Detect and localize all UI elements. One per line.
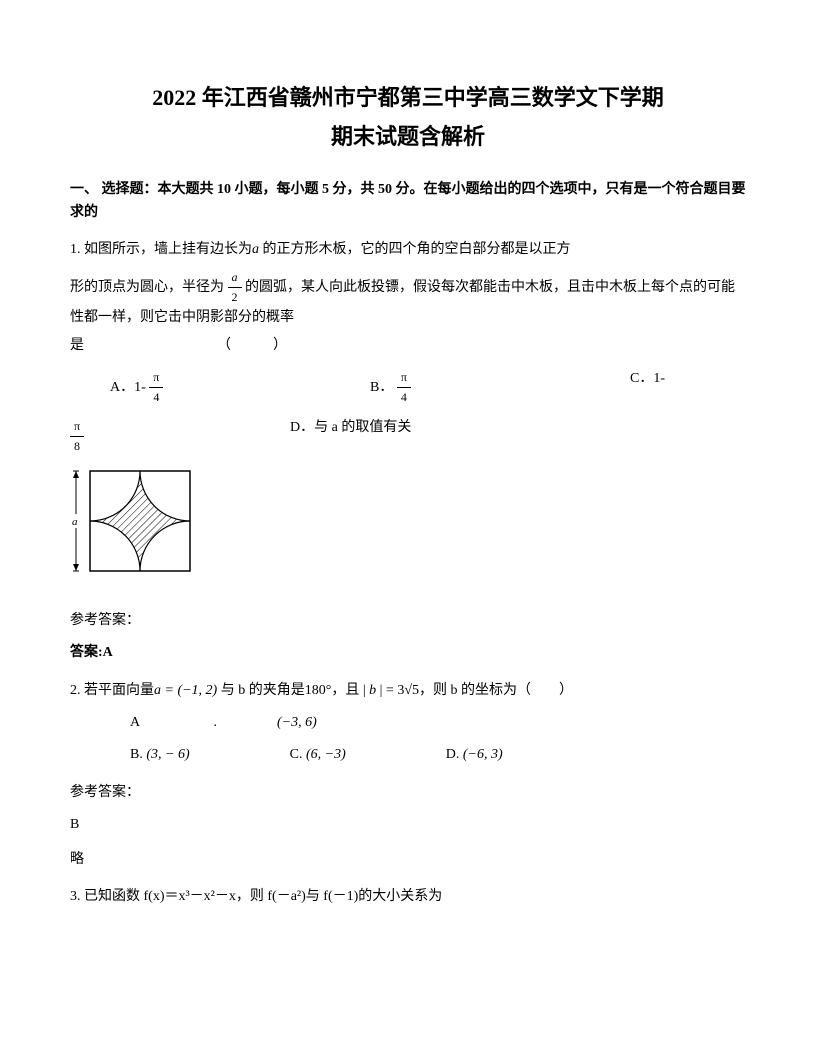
q2-option-d: D. (−6, 3) [446,744,503,766]
q2-option-b: B. (3, − 6) [130,744,190,766]
square-dartboard-svg: a [70,466,200,581]
section-1-header: 一、 选择题：本大题共 10 小题，每小题 5 分，共 50 分。在每小题给出的… [70,179,746,224]
q1-diagram: a [70,466,746,589]
q1-option-d: D．与 a 的取值有关 [290,417,411,456]
q2-option-a-value: (−3, 6) [277,715,317,730]
q1-line2: 形的顶点为圆心，半径为 a 2 的圆弧，某人向此板投镖，假设每次都能击中木板，且… [70,268,746,330]
q2-option-c: C. (6, −3) [290,744,346,766]
q1-options-row1: A．1- π 4 B． π 4 C．1- [70,368,746,407]
svg-text:a: a [72,516,78,528]
q1-answer-label: 参考答案： [70,610,746,632]
q1-option-c: C．1- [630,368,665,407]
q2-answer: B [70,814,746,836]
exam-title-line2: 期末试题含解析 [70,119,746,154]
q2-option-a-row: A . (−3, 6) [70,712,746,734]
q2-option-a-label: A [130,712,210,734]
q1-line3: 是 （ ） [70,335,746,357]
q2-options-bcd: B. (3, − 6) C. (6, −3) D. (−6, 3) [70,744,746,766]
question-3: 3. 已知函数 f(x)＝x³－x²－x，则 f(－a²)与 f(－1)的大小关… [70,886,746,908]
q2-answer-label: 参考答案： [70,782,746,804]
q1-option-a: A．1- π 4 [110,368,310,407]
q1-option-c-frac: π 8 [70,417,290,456]
q1-option-b: B． π 4 [370,368,570,407]
q1-answer: 答案:A [70,642,746,664]
q2-text: 2. 若平面向量a = (−1, 2) 与 b 的夹角是180°，且 | b |… [70,680,746,702]
q1-line1: 1. 如图所示，墙上挂有边长为a 的正方形木板，它的四个角的空白部分都是以正方 [70,239,746,261]
fraction-a-over-2: a 2 [228,268,242,307]
q2-note: 略 [70,849,746,871]
q1-options-row2: π 8 D．与 a 的取值有关 [70,417,746,456]
question-1: 1. 如图所示，墙上挂有边长为a 的正方形木板，它的四个角的空白部分都是以正方 … [70,239,746,590]
q3-text: 3. 已知函数 f(x)＝x³－x²－x，则 f(－a²)与 f(－1)的大小关… [70,889,442,904]
exam-title-line1: 2022 年江西省赣州市宁都第三中学高三数学文下学期 [70,80,746,115]
question-2: 2. 若平面向量a = (−1, 2) 与 b 的夹角是180°，且 | b |… [70,680,746,767]
